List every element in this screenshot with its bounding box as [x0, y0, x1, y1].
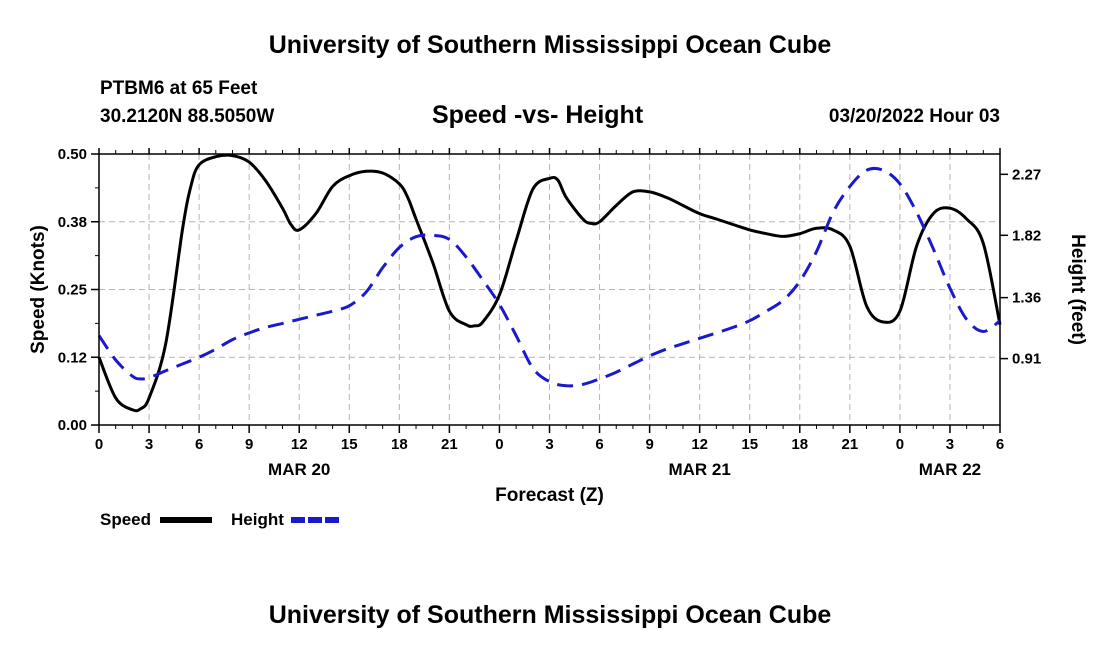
y2-tick-label: 2.27: [1012, 166, 1041, 183]
x-tick-label: 9: [245, 436, 253, 453]
x-tick-label: 6: [195, 436, 203, 453]
y2-axis-title: Height (feet): [1067, 234, 1088, 345]
y-tick-label: 0.50: [58, 146, 87, 163]
station-coords: 30.2120N 88.5050W: [100, 106, 275, 127]
grid-lines: [99, 154, 1000, 425]
axes: 0 3 6 9 12 15 18 21 0 3 6 9 12 15 18 21 0 3 6 MAR 20 MAR 21 M…: [28, 146, 1088, 506]
x-date-label: MAR 22: [919, 460, 981, 479]
x-tick-label: 3: [545, 436, 553, 453]
y2-tick-label: 1.82: [1012, 227, 1041, 244]
legend: Speed Height: [100, 510, 342, 529]
x-tick-label: 21: [441, 436, 458, 453]
x-tick-label: 12: [691, 436, 708, 453]
x-tick-label: 18: [791, 436, 808, 453]
x-tick-label: 3: [946, 436, 954, 453]
forecast-timestamp: 03/20/2022 Hour 03: [828, 106, 1000, 127]
series-lines: [97, 153, 1002, 413]
y-tick-label: 0.00: [58, 417, 87, 434]
x-tick-label: 21: [841, 436, 858, 453]
x-tick-label: 9: [645, 436, 653, 453]
station-label: PTBM6 at 65 Feet: [100, 78, 258, 99]
x-tick-label: 6: [996, 436, 1004, 453]
y2-tick-label: 0.91: [1012, 351, 1041, 368]
y-tick-label: 0.12: [58, 349, 87, 366]
x-tick-label: 3: [145, 436, 153, 453]
y-tick-label: 0.38: [58, 214, 87, 231]
series-speed-line: [97, 153, 1002, 413]
chart-title: Speed -vs- Height: [432, 101, 644, 129]
x-tick-label: 6: [595, 436, 603, 453]
x-date-label: MAR 20: [268, 460, 330, 479]
y2-tick-label: 1.36: [1012, 290, 1041, 307]
y-tick-label: 0.25: [58, 282, 87, 299]
legend-height-label: Height: [231, 510, 284, 529]
x-tick-label: 15: [341, 436, 358, 453]
x-tick-label: 15: [741, 436, 758, 453]
x-tick-label: 12: [291, 436, 308, 453]
x-tick-label: 0: [896, 436, 904, 453]
series-height-line: [97, 166, 1001, 388]
footer-title: University of Southern Mississippi Ocean…: [268, 601, 832, 629]
legend-speed-label: Speed: [100, 510, 151, 529]
x-tick-label: 18: [391, 436, 408, 453]
x-tick-label: 0: [495, 436, 503, 453]
x-axis-title: Forecast (Z): [495, 485, 604, 506]
page-title: University of Southern Mississippi Ocean…: [268, 31, 832, 59]
y-axis-title: Speed (Knots): [28, 225, 49, 354]
x-tick-label: 0: [95, 436, 103, 453]
x-date-label: MAR 21: [668, 460, 730, 479]
